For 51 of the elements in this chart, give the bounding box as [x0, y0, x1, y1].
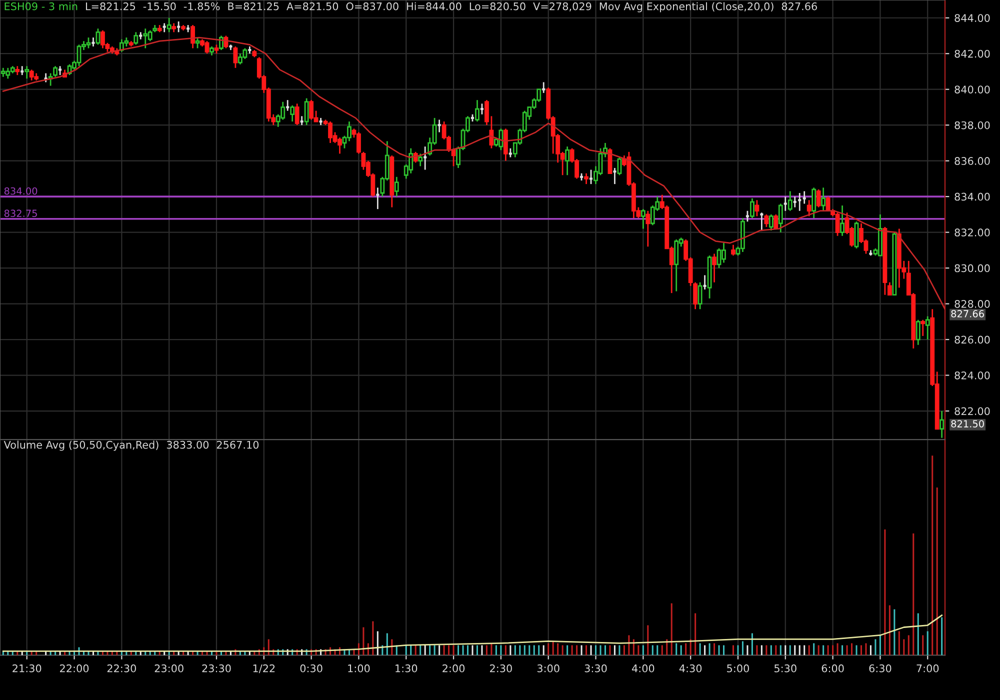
y-tick-label: 824.00	[954, 371, 990, 380]
ref-line-label: 834.00	[4, 187, 38, 195]
ref-line-label: 832.75	[4, 210, 37, 218]
x-tick-label: 5:30	[774, 664, 796, 672]
annotation: Mov Avg Exponential (Close,20,0)	[600, 2, 774, 12]
y-tick-label: 834.00	[954, 192, 990, 201]
x-tick-label: 23:00	[154, 664, 184, 672]
text: 2567.10	[216, 440, 259, 449]
annotation: L=821.25	[86, 2, 136, 10]
annotation: 827.66	[782, 2, 817, 10]
y-tick-label: 840.00	[954, 86, 990, 94]
x-tick-label: 4:00	[632, 664, 654, 672]
annotation: V=278,029	[533, 2, 592, 12]
annotation: A=821.50	[286, 2, 338, 10]
y-tick-label: 828.00	[954, 300, 990, 308]
annotation: 821.50	[951, 420, 984, 428]
y-tick-label: 836.00	[954, 157, 990, 165]
annotation: -15.50	[143, 2, 176, 10]
annotation: O=837.00	[346, 2, 398, 10]
chart-title: Volume Avg (50,50,Cyan,Red)	[4, 440, 158, 451]
y-tick-label: 844.00	[954, 14, 990, 22]
y-tick-label: 822.00	[954, 407, 990, 416]
annotation: 827.66	[951, 310, 984, 318]
x-tick-label: 3:00	[537, 664, 560, 672]
x-tick-label: 1:00	[348, 664, 370, 672]
x-tick-label: 3:30	[584, 664, 607, 672]
x-tick-label: 21:30	[12, 664, 42, 672]
x-tick-label: 23:30	[202, 664, 231, 672]
x-tick-label: 5:00	[727, 664, 749, 672]
y-tick-label: 838.00	[954, 121, 990, 130]
x-tick-label: 6:30	[869, 664, 892, 672]
x-tick-label: 2:00	[442, 664, 465, 672]
x-tick-label: 1:30	[396, 664, 418, 672]
x-tick-label: 0:30	[300, 664, 322, 672]
y-tick-label: 832.00	[954, 228, 990, 236]
x-tick-label: 1/22	[253, 664, 275, 674]
x-tick-label: 2:30	[490, 664, 512, 672]
annotation: Lo=820.50	[470, 2, 526, 10]
annotation: Hi=844.00	[407, 2, 462, 10]
annotation: B=821.25	[228, 2, 279, 10]
x-tick-label: 22:00	[60, 664, 89, 672]
chart-title: ESH09 - 3 min	[4, 2, 78, 10]
x-tick-label: 22:30	[107, 664, 136, 672]
x-tick-label: 6:00	[822, 664, 844, 672]
annotation: -1.85%	[184, 2, 220, 10]
x-tick-label: 7:00	[916, 664, 939, 672]
y-tick-label: 830.00	[954, 264, 990, 272]
x-tick-label: 4:30	[679, 664, 702, 672]
y-tick-label: 826.00	[954, 336, 990, 344]
y-tick-label: 842.00	[954, 50, 990, 58]
text: 3833.00	[166, 440, 209, 449]
